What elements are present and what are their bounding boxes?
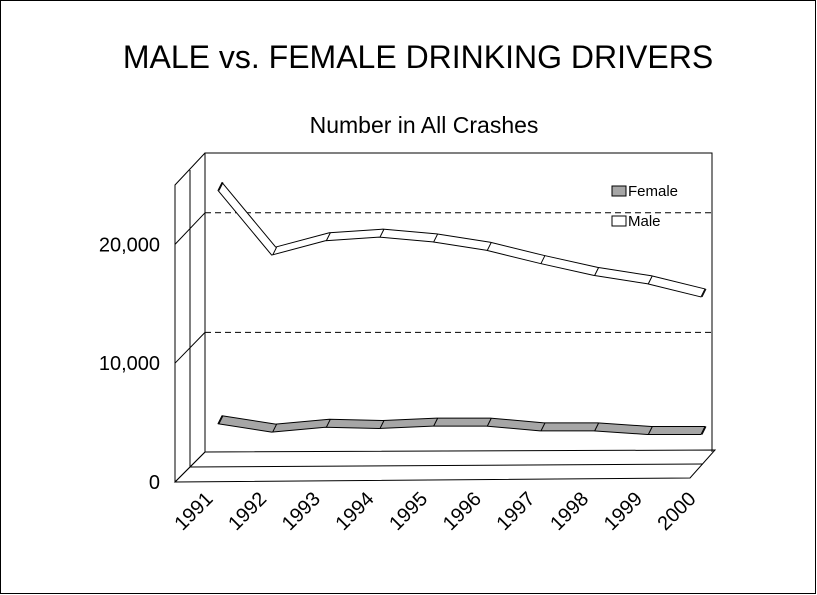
x-tick-label: 1994 [332, 488, 379, 535]
tick-mark [174, 212, 206, 245]
legend-label: Male [628, 213, 661, 230]
floor-edge [189, 463, 704, 468]
x-tick-label: 2000 [654, 488, 701, 535]
point-marker [540, 255, 546, 264]
back-wall [204, 152, 713, 452]
series-ribbon [217, 415, 706, 435]
x-tick-label: 1997 [493, 488, 540, 535]
legend-swatch [611, 215, 627, 227]
x-tick-label: 1999 [600, 488, 647, 535]
y-tick-label: 20,000 [99, 234, 160, 256]
tick-mark [174, 451, 206, 483]
point-marker [540, 422, 546, 432]
chart-subtitle: Number in All Crashes [310, 112, 539, 138]
y-tick-label: 10,000 [99, 353, 160, 375]
point-marker [325, 232, 331, 241]
point-marker [379, 228, 385, 238]
x-tick-label: 1998 [546, 488, 593, 535]
side-wall [174, 152, 206, 482]
point-marker [594, 267, 600, 276]
x-tick-label: 1991 [171, 488, 218, 535]
point-marker [433, 233, 439, 243]
x-tick-label: 1995 [385, 488, 432, 535]
legend-swatch [611, 185, 627, 197]
chart-title: MALE vs. FEMALE DRINKING DRIVERS [123, 39, 713, 75]
point-marker [272, 423, 278, 433]
point-marker [218, 415, 224, 424]
point-marker [647, 426, 653, 435]
point-marker [379, 420, 385, 429]
point-marker [218, 182, 224, 191]
point-marker [433, 417, 439, 427]
legend-label: Female [628, 183, 678, 200]
point-marker [647, 275, 653, 284]
y-tick-label: 0 [149, 472, 160, 494]
point-marker [701, 288, 707, 298]
series-ribbon [217, 181, 706, 298]
x-tick-label: 1993 [278, 488, 325, 535]
point-marker [486, 417, 492, 427]
point-marker [272, 246, 278, 256]
x-tick-label: 1992 [224, 488, 271, 535]
tick-mark [174, 332, 206, 364]
point-marker [486, 242, 492, 251]
point-marker [701, 426, 707, 435]
point-marker [325, 419, 331, 428]
x-tick-label: 1996 [439, 488, 486, 535]
point-marker [594, 422, 600, 432]
